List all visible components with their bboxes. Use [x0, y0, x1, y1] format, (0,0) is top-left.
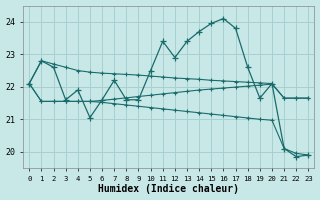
- X-axis label: Humidex (Indice chaleur): Humidex (Indice chaleur): [98, 184, 239, 194]
